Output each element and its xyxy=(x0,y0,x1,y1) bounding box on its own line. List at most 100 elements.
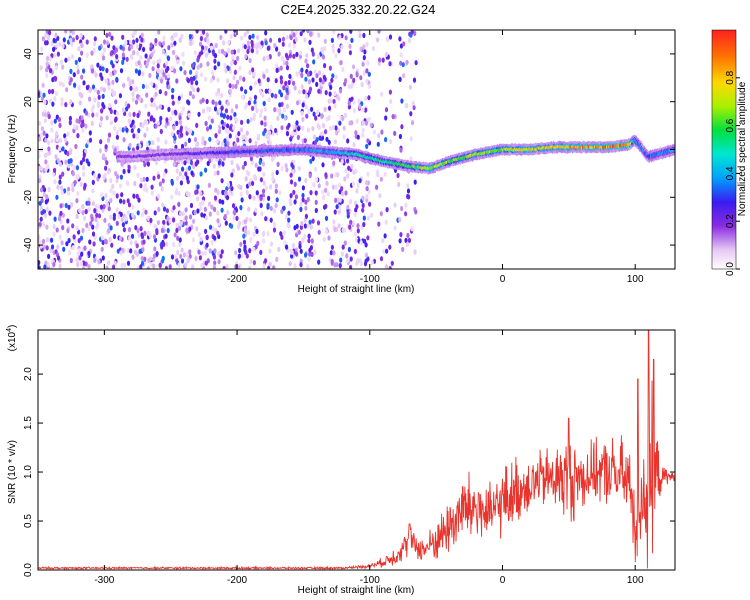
noise-speckle xyxy=(306,264,310,269)
noise-speckle xyxy=(262,56,266,62)
colorbar-label: Normalized spectral amplitude xyxy=(737,81,748,216)
noise-speckle xyxy=(175,78,179,84)
noise-speckle xyxy=(208,136,212,142)
noise-speckle xyxy=(69,77,73,83)
noise-speckle xyxy=(139,264,143,269)
noise-speckle xyxy=(301,102,305,108)
noise-speckle xyxy=(188,40,193,47)
noise-speckle xyxy=(331,73,335,79)
noise-speckle xyxy=(94,203,99,209)
noise-speckle xyxy=(213,58,217,64)
noise-speckle xyxy=(303,223,307,229)
noise-speckle xyxy=(223,213,227,220)
noise-speckle xyxy=(124,40,128,46)
noise-speckle xyxy=(263,121,267,127)
noise-speckle xyxy=(372,129,376,135)
noise-speckle xyxy=(240,86,244,92)
noise-speckle xyxy=(384,115,388,121)
noise-speckle xyxy=(195,30,199,34)
noise-speckle xyxy=(178,225,182,231)
noise-speckle xyxy=(129,248,133,254)
noise-speckle xyxy=(253,94,258,100)
noise-speckle xyxy=(274,183,278,189)
noise-speckle xyxy=(173,109,177,115)
noise-speckle xyxy=(46,55,50,62)
noise-speckle xyxy=(38,153,41,159)
noise-speckle xyxy=(69,257,73,264)
noise-speckle xyxy=(85,52,89,58)
noise-speckle xyxy=(398,217,402,223)
noise-speckle xyxy=(191,94,195,100)
noise-speckle xyxy=(105,67,109,74)
noise-speckle xyxy=(135,193,139,199)
noise-speckle xyxy=(40,92,44,98)
noise-speckle xyxy=(229,33,233,39)
noise-speckle xyxy=(93,41,97,47)
noise-speckle xyxy=(77,238,81,244)
noise-speckle xyxy=(42,130,46,136)
noise-speckle xyxy=(42,92,46,98)
noise-speckle xyxy=(314,166,318,172)
snr-x-axis: -300 -200 -100 0 100 xyxy=(94,330,644,586)
noise-speckle xyxy=(102,153,106,159)
noise-speckle xyxy=(126,198,130,204)
noise-speckle xyxy=(72,164,76,170)
noise-speckle xyxy=(343,176,347,182)
noise-speckle xyxy=(256,133,261,139)
noise-speckle xyxy=(91,112,95,118)
noise-speckle xyxy=(399,147,403,153)
noise-speckle xyxy=(340,186,344,192)
snr-panel: -300 -200 -100 0 100 0.00.51.01.52.0 Height … xyxy=(6,325,676,596)
noise-speckle xyxy=(192,75,196,81)
noise-speckle xyxy=(66,151,70,157)
noise-speckle xyxy=(341,115,345,121)
noise-speckle xyxy=(245,130,249,136)
noise-speckle xyxy=(414,209,418,215)
noise-speckle xyxy=(332,30,336,35)
noise-speckle xyxy=(133,165,137,171)
snr-line xyxy=(38,330,675,570)
noise-speckle xyxy=(38,91,41,97)
noise-speckle xyxy=(97,94,101,100)
noise-speckle xyxy=(409,136,413,142)
noise-speckle xyxy=(299,50,303,56)
noise-speckle xyxy=(101,255,105,261)
noise-speckle xyxy=(128,235,132,241)
noise-speckle xyxy=(404,103,408,109)
noise-speckle xyxy=(330,77,334,83)
noise-speckle xyxy=(224,68,228,74)
noise-speckle xyxy=(75,198,79,204)
noise-speckle xyxy=(303,233,307,239)
noise-speckle xyxy=(129,39,133,45)
noise-speckle xyxy=(233,60,237,66)
noise-speckle xyxy=(135,37,139,43)
noise-speckle xyxy=(56,51,61,57)
noise-speckle xyxy=(155,105,159,111)
noise-speckle xyxy=(184,125,188,131)
noise-speckle xyxy=(39,216,43,222)
noise-speckle xyxy=(250,48,254,54)
noise-speckle xyxy=(90,64,94,70)
noise-speckle xyxy=(59,59,63,65)
noise-speckle xyxy=(224,190,228,196)
noise-speckle xyxy=(362,221,366,228)
noise-speckle xyxy=(304,178,308,184)
noise-speckle xyxy=(384,219,388,225)
noise-speckle xyxy=(252,231,256,237)
noise-speckle xyxy=(272,208,276,214)
noise-speckle xyxy=(126,260,131,266)
noise-speckle xyxy=(119,198,123,204)
snr-x-title: Height of straight line (km) xyxy=(298,585,415,596)
noise-speckle xyxy=(369,122,373,128)
noise-speckle xyxy=(284,52,289,59)
noise-speckle xyxy=(310,47,314,53)
noise-speckle xyxy=(122,82,126,88)
noise-speckle xyxy=(178,119,183,125)
noise-speckle xyxy=(246,40,250,46)
noise-speckle xyxy=(158,89,162,95)
noise-speckle xyxy=(300,220,304,227)
noise-speckle xyxy=(287,210,291,216)
noise-speckle xyxy=(324,215,329,221)
noise-speckle xyxy=(352,108,356,114)
noise-speckle xyxy=(99,72,103,78)
